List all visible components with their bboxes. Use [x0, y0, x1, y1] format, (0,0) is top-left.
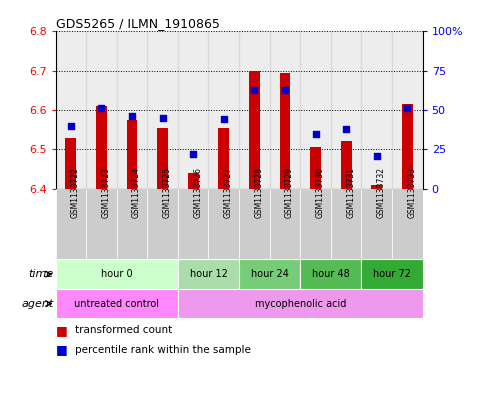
Bar: [361, 31, 392, 189]
Bar: [178, 189, 209, 259]
Text: GSM1133729: GSM1133729: [285, 167, 294, 218]
Bar: [270, 31, 300, 189]
Bar: [361, 189, 392, 259]
Bar: [117, 189, 147, 259]
Bar: [178, 289, 423, 318]
Text: percentile rank within the sample: percentile rank within the sample: [75, 345, 251, 355]
Text: GSM1133726: GSM1133726: [193, 167, 202, 218]
Bar: [239, 259, 300, 289]
Bar: [147, 189, 178, 259]
Text: time: time: [29, 269, 54, 279]
Bar: [56, 189, 86, 259]
Bar: [341, 141, 352, 189]
Bar: [209, 31, 239, 189]
Bar: [86, 31, 117, 189]
Bar: [218, 128, 229, 189]
Point: [342, 126, 350, 132]
Text: ■: ■: [56, 343, 67, 356]
Point: [373, 152, 381, 159]
Text: mycophenolic acid: mycophenolic acid: [255, 299, 346, 309]
Bar: [300, 189, 331, 259]
Bar: [371, 185, 382, 189]
Text: GSM1133733: GSM1133733: [407, 167, 416, 218]
Text: untreated control: untreated control: [74, 299, 159, 309]
Bar: [117, 31, 147, 189]
Text: hour 24: hour 24: [251, 269, 289, 279]
Bar: [56, 31, 86, 189]
Bar: [147, 31, 178, 189]
Bar: [56, 289, 178, 318]
Bar: [280, 73, 290, 189]
Bar: [157, 128, 168, 189]
Bar: [209, 189, 239, 259]
Text: ■: ■: [56, 323, 67, 337]
Point: [220, 116, 227, 123]
Bar: [239, 31, 270, 189]
Text: hour 0: hour 0: [101, 269, 132, 279]
Text: hour 12: hour 12: [189, 269, 227, 279]
Point: [159, 115, 167, 121]
Bar: [331, 189, 361, 259]
Point: [189, 151, 197, 157]
Text: GSM1133730: GSM1133730: [315, 167, 325, 218]
Bar: [392, 31, 423, 189]
Bar: [127, 120, 137, 189]
Bar: [239, 189, 270, 259]
Bar: [96, 106, 107, 189]
Bar: [270, 189, 300, 259]
Text: hour 48: hour 48: [312, 269, 350, 279]
Text: GDS5265 / ILMN_1910865: GDS5265 / ILMN_1910865: [56, 17, 219, 30]
Point: [98, 105, 105, 112]
Text: hour 72: hour 72: [373, 269, 411, 279]
Text: GSM1133723: GSM1133723: [101, 167, 111, 218]
Bar: [178, 31, 209, 189]
Text: GSM1133731: GSM1133731: [346, 167, 355, 218]
Bar: [86, 189, 117, 259]
Point: [281, 86, 289, 93]
Text: GSM1133732: GSM1133732: [377, 167, 386, 218]
Text: GSM1133724: GSM1133724: [132, 167, 141, 218]
Point: [251, 86, 258, 93]
Bar: [310, 147, 321, 189]
Bar: [56, 259, 178, 289]
Text: GSM1133725: GSM1133725: [163, 167, 171, 218]
Bar: [300, 259, 361, 289]
Text: GSM1133727: GSM1133727: [224, 167, 233, 218]
Text: agent: agent: [22, 299, 54, 309]
Bar: [300, 31, 331, 189]
Bar: [331, 31, 361, 189]
Point: [67, 123, 75, 129]
Point: [128, 113, 136, 119]
Bar: [392, 189, 423, 259]
Bar: [249, 71, 260, 189]
Point: [403, 105, 411, 112]
Text: GSM1133728: GSM1133728: [255, 167, 263, 218]
Text: transformed count: transformed count: [75, 325, 172, 335]
Bar: [178, 259, 239, 289]
Bar: [188, 173, 199, 189]
Bar: [402, 104, 412, 189]
Text: GSM1133722: GSM1133722: [71, 167, 80, 218]
Bar: [66, 138, 76, 189]
Bar: [361, 259, 423, 289]
Point: [312, 130, 319, 137]
